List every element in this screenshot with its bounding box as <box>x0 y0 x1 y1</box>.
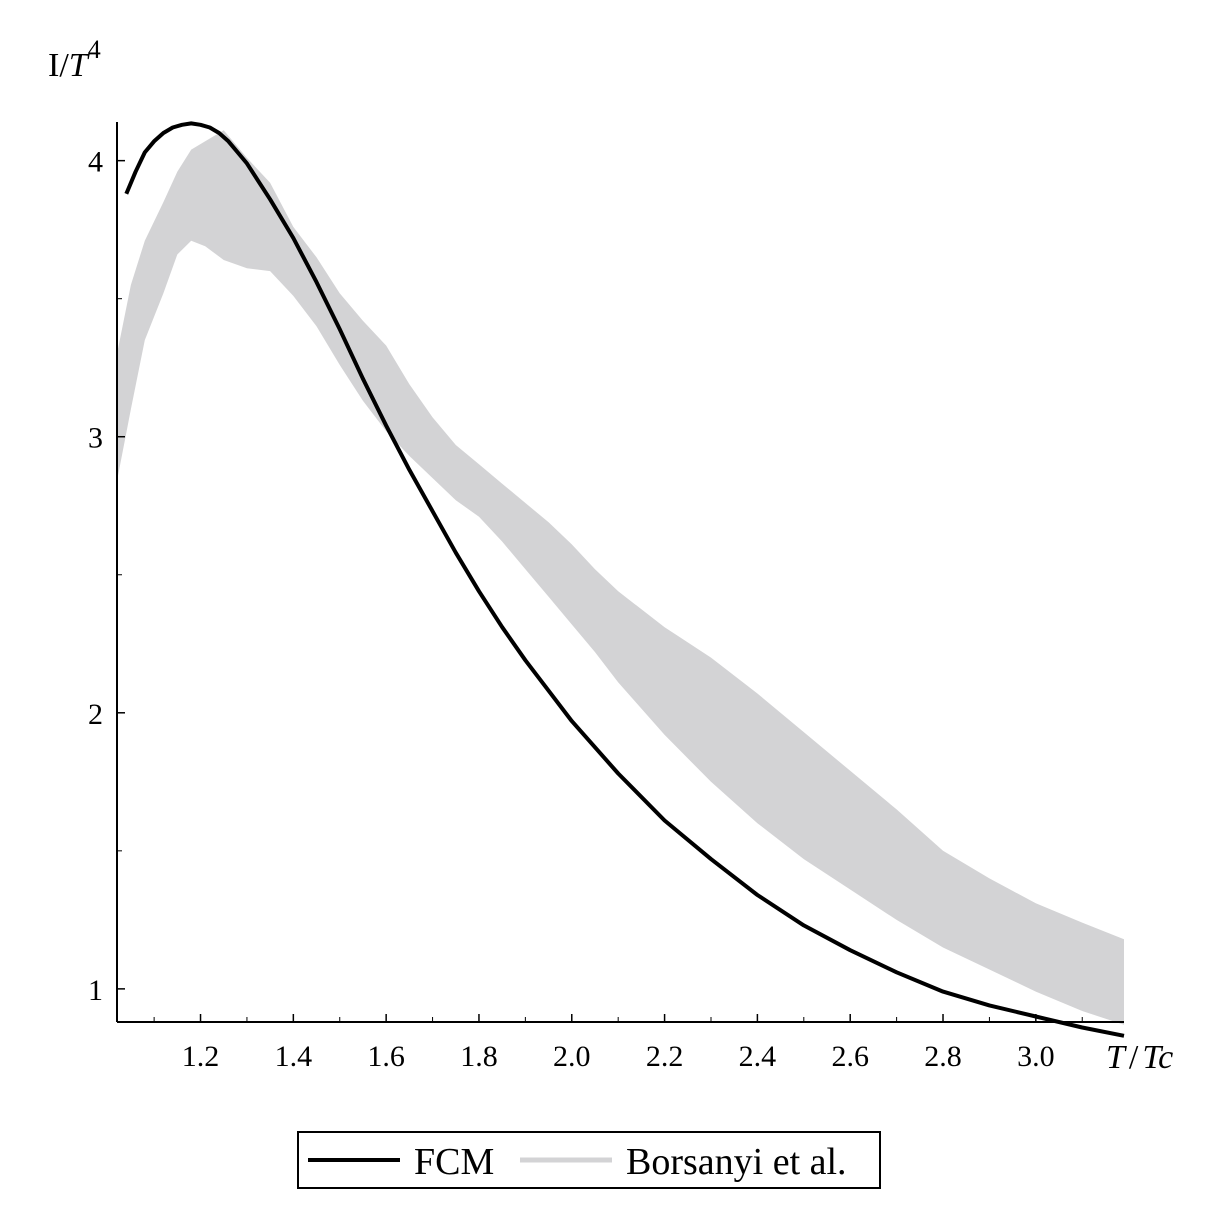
y-tick-label: 2 <box>88 698 103 731</box>
x-tick-label: 1.8 <box>460 1040 498 1073</box>
x-tick-label: 1.6 <box>367 1040 405 1073</box>
x-tick-label: 2.4 <box>739 1040 777 1073</box>
axes <box>116 122 1124 1023</box>
x-tick-label: 2.6 <box>831 1040 869 1073</box>
x-tick-label: 2.2 <box>646 1040 684 1073</box>
x-tick-label: 3.0 <box>1017 1040 1055 1073</box>
legend: FCM Borsanyi et al. <box>297 1131 881 1189</box>
x-tick-label: 1.2 <box>182 1040 220 1073</box>
x-axis-title: T / Tc <box>1106 1039 1173 1076</box>
x-tick-label: 2.8 <box>924 1040 962 1073</box>
line-layer <box>124 121 1125 1038</box>
x-tick-label: 1.4 <box>275 1040 313 1073</box>
y-tick-label: 3 <box>88 422 103 455</box>
y-axis-title: I/T4 <box>48 35 101 84</box>
ticks: 1.2 1.4 1.6 1.8 2.0 2.2 2.4 2.6 2.8 3.0 1 2 3 4 <box>88 146 1083 1073</box>
y-tick-label: 4 <box>88 146 103 179</box>
legend-label-fcm: FCM <box>414 1141 494 1183</box>
series-fcm-line <box>124 121 1125 1038</box>
x-tick-label: 2.0 <box>553 1040 591 1073</box>
legend-label-borsanyi: Borsanyi et al. <box>626 1141 847 1183</box>
y-tick-label: 1 <box>88 974 103 1007</box>
band-layer <box>117 130 1124 1025</box>
series-borsanyi-band <box>117 130 1124 1025</box>
